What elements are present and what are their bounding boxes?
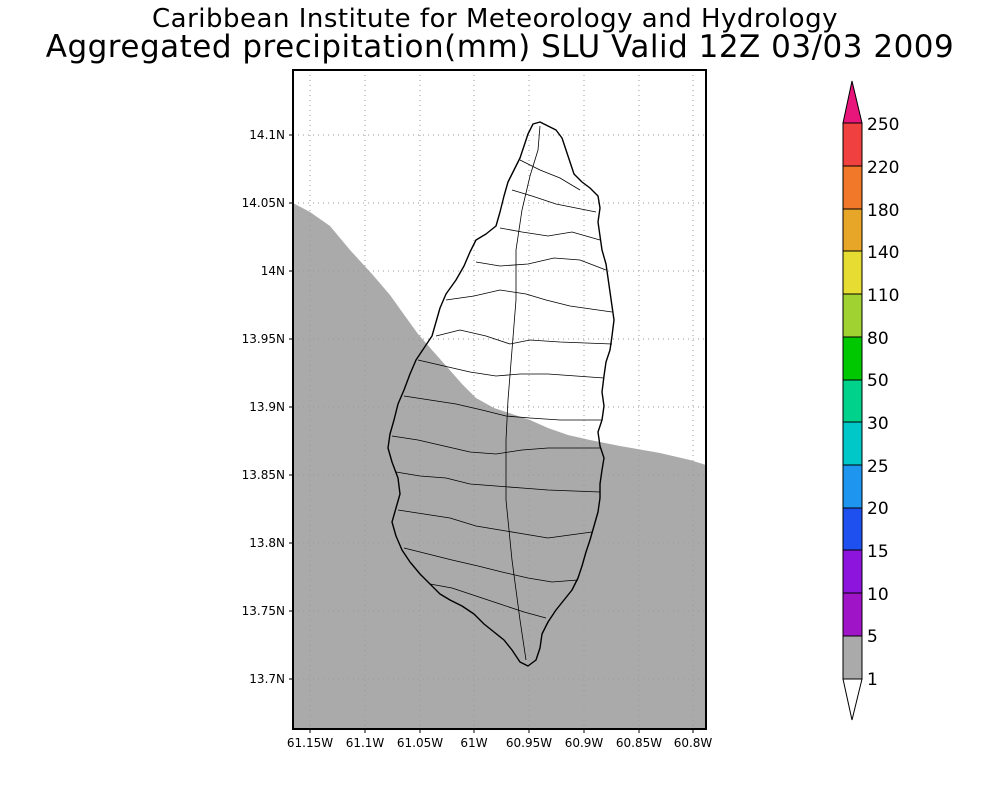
lat-labels: 14.1N 14.05N 14N 13.95N 13.9N 13.85N 13.… bbox=[242, 128, 285, 686]
lon-label: 61W bbox=[460, 736, 487, 750]
lat-label: 13.8N bbox=[249, 536, 285, 550]
colorbar-segment bbox=[842, 336, 863, 381]
colorbar-segment bbox=[842, 635, 863, 680]
lat-label: 13.9N bbox=[249, 400, 285, 414]
colorbar: 250 220 180 140 110 80 50 30 25 20 15 10… bbox=[842, 80, 899, 721]
map-ticks bbox=[289, 134, 694, 733]
colorbar-segment bbox=[842, 592, 863, 637]
colorbar-bottom-arrow bbox=[842, 678, 863, 721]
colorbar-label: 5 bbox=[867, 627, 878, 647]
colorbar-label: 30 bbox=[867, 414, 889, 434]
colorbar-label: 250 bbox=[867, 115, 899, 135]
lon-label: 60.9W bbox=[565, 736, 604, 750]
colorbar-label: 25 bbox=[867, 457, 889, 477]
colorbar-segment bbox=[842, 250, 863, 295]
colorbar-label: 140 bbox=[867, 243, 899, 263]
lon-label: 60.8W bbox=[674, 736, 713, 750]
colorbar-segment bbox=[842, 379, 863, 423]
colorbar-label: 15 bbox=[867, 542, 889, 562]
lon-labels: 61.15W 61.1W 61.05W 61W 60.95W 60.9W 60.… bbox=[287, 736, 713, 750]
colorbar-segment bbox=[842, 165, 863, 210]
lat-label: 13.95N bbox=[242, 332, 285, 346]
lon-label: 61.05W bbox=[397, 736, 443, 750]
island-outline bbox=[387, 121, 615, 667]
colorbar-segment bbox=[842, 208, 863, 252]
lon-label: 60.95W bbox=[506, 736, 552, 750]
colorbar-segment bbox=[842, 122, 863, 167]
institute-title: Caribbean Institute for Meteorology and … bbox=[152, 4, 838, 34]
lat-label: 13.85N bbox=[242, 468, 285, 482]
colorbar-label: 20 bbox=[867, 499, 889, 519]
map-title: Aggregated precipitation(mm) SLU Valid 1… bbox=[45, 29, 955, 65]
lat-label: 14N bbox=[261, 264, 285, 278]
colorbar-label: 220 bbox=[867, 158, 899, 178]
colorbar-label: 80 bbox=[867, 329, 889, 349]
lat-label: 13.7N bbox=[249, 672, 285, 686]
lat-label: 13.75N bbox=[242, 604, 285, 618]
lon-label: 61.1W bbox=[346, 736, 385, 750]
colorbar-label: 10 bbox=[867, 585, 889, 605]
lat-label: 14.1N bbox=[249, 128, 285, 142]
colorbar-label: 180 bbox=[867, 201, 899, 221]
colorbar-label: 1 bbox=[867, 670, 878, 690]
catchment-boundaries bbox=[391, 125, 613, 661]
colorbar-segment bbox=[842, 293, 863, 338]
lon-label: 61.15W bbox=[287, 736, 333, 750]
colorbar-label: 110 bbox=[867, 286, 899, 306]
precip-region bbox=[293, 203, 706, 729]
colorbar-top-arrow bbox=[842, 80, 863, 124]
colorbar-segment bbox=[842, 507, 863, 551]
colorbar-segment bbox=[842, 421, 863, 466]
colorbar-label: 50 bbox=[867, 371, 889, 391]
lat-label: 14.05N bbox=[242, 196, 285, 210]
colorbar-segment bbox=[842, 549, 863, 594]
lon-label: 60.85W bbox=[616, 736, 662, 750]
map-frame bbox=[292, 69, 707, 730]
colorbar-segment bbox=[842, 464, 863, 509]
